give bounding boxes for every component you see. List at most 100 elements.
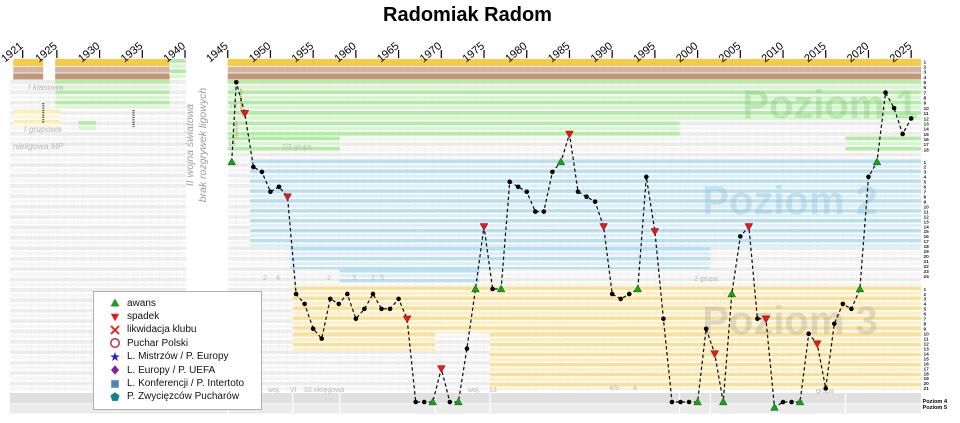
season-marker-1980 [524,189,530,195]
season-marker-1974 [471,284,480,293]
legend-label: awans [127,297,156,309]
season-marker-1997 [669,399,675,405]
annotation-text: 5 [380,275,384,282]
season-marker-2025 [908,116,914,121]
legend-label: likwidacja klubu [127,324,197,336]
svg-text:1: 1 [924,59,927,65]
season-marker-2018 [849,306,854,312]
season-marker-1996 [661,316,666,322]
season-marker-1960 [353,316,359,322]
season-marker-2009 [770,402,779,411]
season-marker-1999 [686,399,692,405]
season-marker-2005 [738,234,743,239]
legend-label: L. Konferencji / P. Intertoto [127,378,245,390]
svg-text:3: 3 [924,297,927,303]
season-marker-1985 [565,130,574,139]
legend-label: Puchar Polski [127,337,189,349]
svg-text:10: 10 [924,204,930,210]
season-marker-1990 [609,291,615,297]
x-icon [103,324,127,336]
season-marker-2003 [718,397,728,406]
annotation-text: 13 [489,387,497,394]
level-watermark: Poziom 1 [742,83,918,127]
right-axis: 1234567891011121314151617181234567891011… [923,59,948,411]
pentagon-icon [103,391,127,403]
svg-text:9: 9 [924,199,927,205]
svg-text:10: 10 [924,106,930,112]
season-marker-1981 [532,209,538,214]
legend-label: P. Zwycięzców Pucharów [127,391,240,403]
season-marker-1956 [319,336,325,341]
season-marker-1970 [436,365,446,374]
season-marker-1953 [293,291,299,297]
svg-text:17: 17 [924,142,930,148]
season-marker-2015 [823,386,829,391]
svg-text:1: 1 [924,160,927,166]
season-marker-1963 [379,306,384,312]
annotation-text: 2 grupa [694,276,718,283]
season-marker-1964 [387,306,393,312]
season-marker-1969 [428,397,438,406]
level-watermark: Poziom 3 [702,299,878,343]
svg-text:6: 6 [924,312,927,318]
season-marker-1987 [584,194,589,199]
annotation-text: 2 [371,275,375,282]
svg-text:8: 8 [924,195,927,201]
season-marker-2002 [710,350,720,359]
triangle-up-icon [103,297,127,309]
season-marker-1979 [515,184,521,190]
square-icon [103,378,127,390]
season-markers [227,79,914,411]
legend-item: Puchar Polski [103,337,255,349]
svg-text:12: 12 [924,341,930,347]
season-marker-1998 [678,399,683,405]
season-marker-2006 [744,223,754,231]
season-marker-2013 [806,331,811,337]
svg-text:11: 11 [924,111,929,117]
season-marker-1959 [345,291,350,297]
legend-item: P. Zwycięzców Pucharów [103,391,255,403]
season-marker-1952 [283,193,292,202]
season-marker-1986 [575,189,581,195]
annotation-text: 3 [352,275,356,282]
svg-text:16: 16 [924,234,930,240]
season-marker-1957 [327,296,333,302]
svg-text:12: 12 [924,116,930,122]
legend-item: awans [103,297,255,309]
svg-text:5: 5 [924,307,927,313]
season-marker-1962 [370,291,376,297]
svg-text:13: 13 [924,346,930,352]
svg-text:4: 4 [924,175,927,181]
svg-text:13: 13 [924,219,930,225]
svg-text:15: 15 [924,229,930,235]
season-marker-1965 [396,296,401,302]
season-marker-1973 [464,346,470,351]
svg-text:10: 10 [924,332,930,338]
season-marker-1958 [336,301,342,307]
right-level-label: Poziom 5 [923,405,948,411]
svg-text:14: 14 [924,127,930,133]
svg-text:11: 11 [924,336,929,342]
season-marker-1947 [240,110,250,118]
season-marker-2024 [900,131,905,137]
svg-text:11: 11 [924,209,929,215]
svg-text:8: 8 [924,322,927,328]
season-marker-1989 [599,223,608,231]
annotation-text: 4/9 [609,385,619,392]
season-marker-1945 [227,157,237,166]
season-marker-1983 [550,169,555,175]
svg-text:12: 12 [924,214,930,220]
level-watermark: Poziom 2 [702,179,878,223]
wwii-note-line: brak rozgrywek ligowych [197,88,209,203]
season-marker-1995 [650,228,660,236]
annotation-text: I klasowa [28,82,64,92]
svg-text:2: 2 [924,165,927,171]
season-marker-1955 [310,326,316,332]
season-marker-2010 [780,399,786,405]
svg-text:14: 14 [924,224,930,230]
svg-text:3: 3 [924,170,927,176]
wwii-note-line: II wojna światowa [184,104,196,186]
svg-text:20: 20 [924,254,930,260]
